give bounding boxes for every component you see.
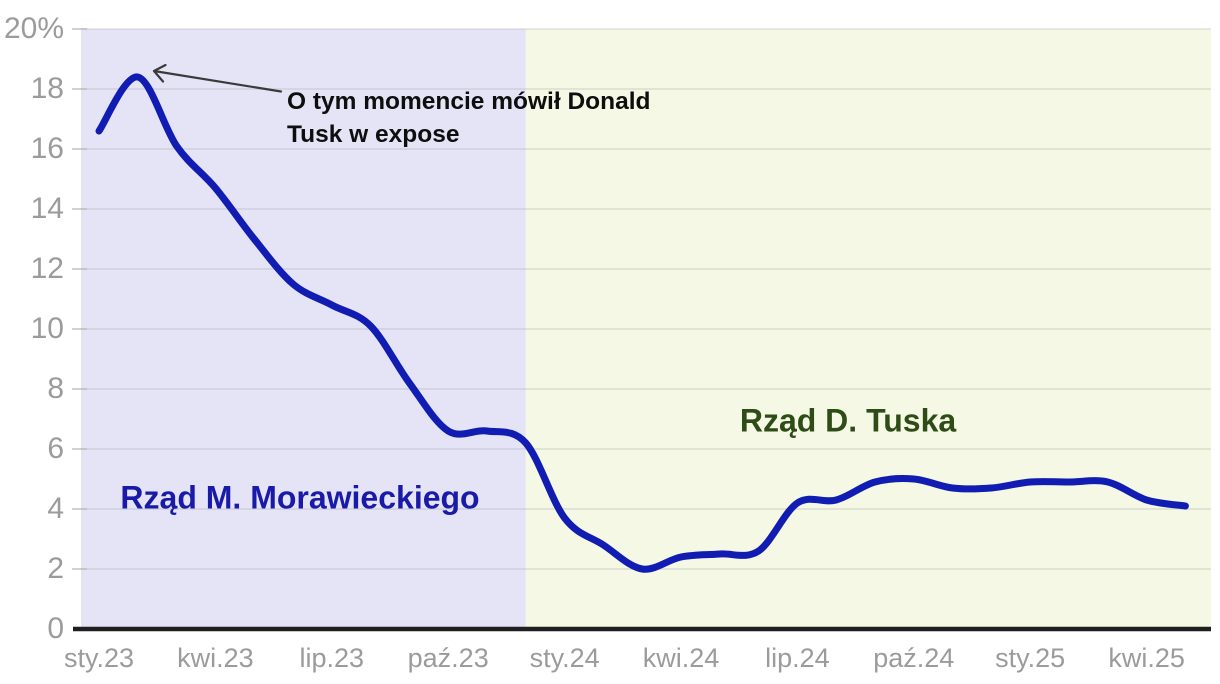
y-axis-label: 14: [30, 192, 64, 225]
x-axis-label: paź.24: [873, 643, 955, 673]
y-axis-label: 10: [30, 312, 64, 345]
x-axis-label: sty.25: [995, 643, 1066, 673]
y-axis-label: 12: [30, 252, 64, 285]
tusk-period-region: [525, 29, 1211, 629]
x-axis-label: lip.23: [299, 643, 365, 673]
peak-annotation: O tym momencie mówił Donald Tusk w expos…: [287, 85, 650, 151]
y-axis-label: 20%: [3, 12, 64, 45]
y-axis-label: 2: [47, 552, 64, 585]
morawiecki-government-label: Rząd M. Morawieckiego: [120, 479, 480, 516]
peak-annotation-line2: Tusk w expose: [287, 121, 460, 148]
y-axis-label: 6: [47, 432, 64, 465]
annotation-arrow: [152, 63, 283, 93]
x-axis-label: kwi.23: [177, 643, 254, 673]
morawiecki-period-region: [81, 29, 526, 629]
inflation-line: [95, 73, 1189, 573]
tusk-government-label: Rząd D. Tuska: [739, 402, 957, 439]
peak-annotation-line1: O tym momencie mówił Donald: [287, 88, 651, 115]
x-axis-label: sty.24: [529, 643, 600, 673]
x-axis-label: sty.23: [63, 643, 135, 673]
y-axis-label: 8: [47, 372, 64, 405]
y-axis-label: 0: [47, 612, 64, 645]
y-axis-label: 16: [30, 132, 64, 165]
x-axis-label: kwi.25: [1108, 643, 1185, 673]
x-axis-label: kwi.24: [642, 643, 720, 673]
y-axis-label: 18: [30, 72, 64, 105]
x-axis-label: paź.23: [407, 643, 489, 673]
x-axis-label: lip.24: [765, 643, 830, 673]
y-axis-label: 4: [47, 492, 64, 525]
